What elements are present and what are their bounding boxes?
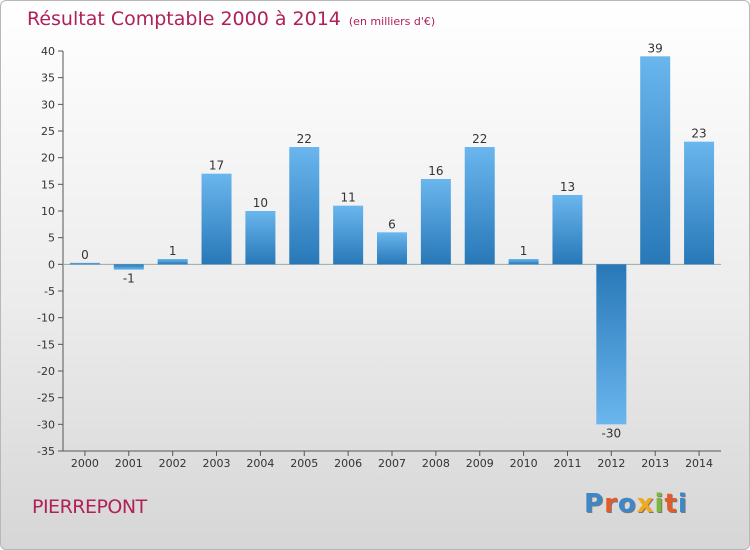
logo-letter: x (636, 489, 655, 519)
data-label: -1 (123, 272, 135, 286)
x-tick-label: 2003 (203, 457, 231, 470)
y-tick-label: -10 (37, 312, 55, 325)
data-label: 22 (297, 132, 312, 146)
logo-letter: i (677, 489, 688, 519)
logo-letter: P (584, 489, 605, 519)
bar (69, 262, 100, 265)
x-tick-label: 2006 (334, 457, 362, 470)
data-label: 16 (428, 164, 443, 178)
x-tick-label: 2002 (159, 457, 187, 470)
x-tick-label: 2013 (641, 457, 669, 470)
y-tick-label: 5 (48, 232, 55, 245)
y-tick-label: -30 (37, 418, 55, 431)
data-label: 1 (169, 244, 177, 258)
bar (508, 259, 539, 265)
x-tick-label: 2012 (597, 457, 625, 470)
chart-title: Résultat Comptable 2000 à 2014 (en millie… (27, 8, 435, 30)
y-tick-label: -20 (37, 365, 55, 378)
y-tick-label: -15 (37, 338, 55, 351)
bar (157, 259, 188, 265)
title-unit: (en milliers d'€) (348, 15, 436, 28)
bar (640, 56, 671, 265)
x-tick-label: 2001 (115, 457, 143, 470)
bar (684, 141, 715, 265)
bar (201, 173, 232, 265)
data-label: 13 (560, 180, 575, 194)
data-label: 10 (253, 196, 268, 210)
data-label: 6 (388, 217, 396, 231)
logo-letter: o (617, 489, 637, 519)
title-main: Résultat Comptable 2000 à 2014 (27, 8, 341, 30)
y-tick-label: 0 (48, 258, 55, 271)
x-tick-label: 2000 (71, 457, 99, 470)
y-tick-label: 20 (41, 152, 55, 165)
logo-letter: i (654, 489, 665, 519)
data-label: 22 (472, 132, 487, 146)
x-tick-label: 2011 (553, 457, 581, 470)
bar (245, 211, 276, 265)
x-tick-label: 2010 (510, 457, 538, 470)
y-tick-label: 15 (41, 178, 55, 191)
logo-letter: t (664, 489, 678, 519)
data-label: 39 (648, 41, 663, 55)
bar (289, 147, 320, 265)
bar (377, 232, 407, 265)
x-tick-label: 2008 (422, 457, 450, 470)
data-label: 23 (691, 127, 706, 141)
data-label: 1 (520, 244, 528, 258)
y-tick-label: 10 (41, 205, 55, 218)
x-tick-label: 2007 (378, 457, 406, 470)
data-label: 11 (340, 191, 355, 205)
bar (113, 264, 144, 270)
logo-letter: r (604, 489, 618, 519)
y-tick-label: -5 (44, 285, 55, 298)
y-tick-label: 30 (41, 98, 55, 111)
data-label: -30 (602, 426, 622, 440)
proxiti-logo: Proxiti (584, 489, 688, 519)
bar (464, 147, 495, 265)
y-tick-label: -35 (37, 445, 55, 458)
bar (420, 179, 451, 265)
x-tick-label: 2009 (466, 457, 494, 470)
bar (333, 205, 364, 265)
data-label: 17 (209, 159, 224, 173)
x-tick-label: 2005 (290, 457, 318, 470)
bar (552, 195, 583, 265)
data-label: 0 (81, 248, 89, 262)
y-tick-label: 25 (41, 125, 55, 138)
commune-name: PIERREPONT (32, 496, 147, 518)
x-tick-label: 2004 (246, 457, 274, 470)
y-tick-label: 40 (41, 45, 55, 58)
x-tick-label: 2014 (685, 457, 713, 470)
y-tick-label: 35 (41, 72, 55, 85)
bar (596, 264, 627, 425)
y-tick-label: -25 (37, 392, 55, 405)
